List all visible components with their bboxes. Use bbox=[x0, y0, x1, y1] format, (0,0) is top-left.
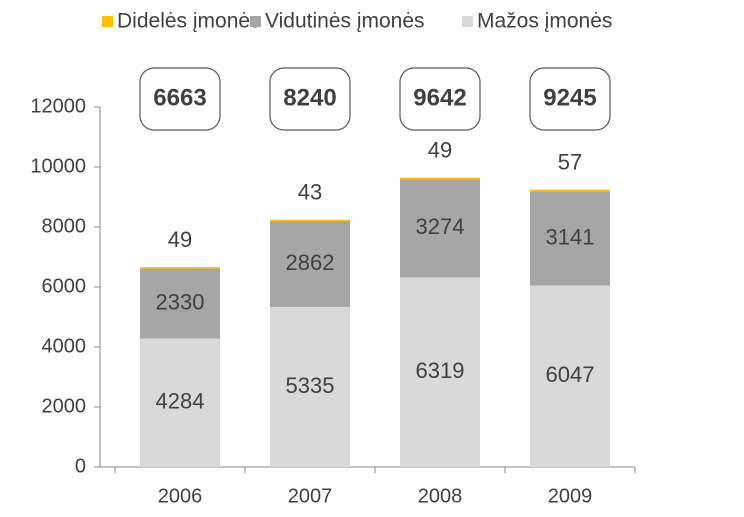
total-label: 6663 bbox=[153, 84, 206, 111]
bar-segment bbox=[530, 191, 610, 286]
data-label: 43 bbox=[298, 180, 322, 205]
data-label: 4284 bbox=[156, 389, 205, 414]
data-label: 5335 bbox=[286, 373, 335, 398]
legend-swatch bbox=[102, 16, 113, 27]
x-tick-label: 2008 bbox=[418, 485, 463, 507]
data-label: 57 bbox=[558, 149, 582, 174]
total-box bbox=[399, 67, 481, 131]
y-tick-label: 6000 bbox=[42, 275, 87, 297]
total-box bbox=[529, 67, 611, 131]
data-label: 3274 bbox=[416, 214, 465, 239]
legend-label: Mažos įmonės bbox=[477, 10, 612, 33]
bar-segment bbox=[400, 177, 480, 180]
x-tick-label: 2007 bbox=[288, 485, 333, 507]
bar-segment bbox=[270, 219, 350, 222]
data-label: 2330 bbox=[156, 289, 205, 314]
bar-segment bbox=[530, 285, 610, 467]
total-label: 9245 bbox=[543, 84, 596, 111]
total-box bbox=[139, 67, 221, 131]
data-label: 49 bbox=[168, 227, 192, 252]
bar-segment bbox=[270, 221, 350, 307]
x-tick-label: 2009 bbox=[548, 485, 593, 507]
data-label: 6319 bbox=[416, 358, 465, 383]
data-label: 49 bbox=[428, 138, 452, 163]
y-tick-label: 10000 bbox=[30, 155, 86, 177]
y-tick-label: 4000 bbox=[42, 335, 87, 357]
total-label: 8240 bbox=[283, 84, 336, 111]
legend-swatch bbox=[462, 16, 473, 27]
legend-label: Vidutinės įmonės bbox=[265, 10, 425, 33]
y-tick-label: 8000 bbox=[42, 215, 87, 237]
y-tick-label: 2000 bbox=[42, 395, 87, 417]
bar-segment bbox=[400, 277, 480, 467]
x-tick-label: 2006 bbox=[158, 485, 203, 507]
total-label: 9642 bbox=[413, 84, 466, 111]
y-tick-label: 12000 bbox=[30, 95, 86, 117]
legend-swatch bbox=[250, 16, 261, 27]
bar-segment bbox=[400, 179, 480, 278]
bar-segment bbox=[530, 189, 610, 192]
y-tick-label: 0 bbox=[75, 455, 86, 477]
bar-segment bbox=[140, 267, 220, 269]
bar-segment bbox=[140, 268, 220, 339]
total-box bbox=[269, 67, 351, 131]
data-label: 2862 bbox=[286, 250, 335, 275]
bar-segment bbox=[270, 306, 350, 467]
data-label: 6047 bbox=[546, 362, 595, 387]
legend-label: Didelės įmonės bbox=[117, 10, 261, 33]
bar-segment bbox=[140, 338, 220, 467]
data-label: 3141 bbox=[546, 224, 595, 249]
